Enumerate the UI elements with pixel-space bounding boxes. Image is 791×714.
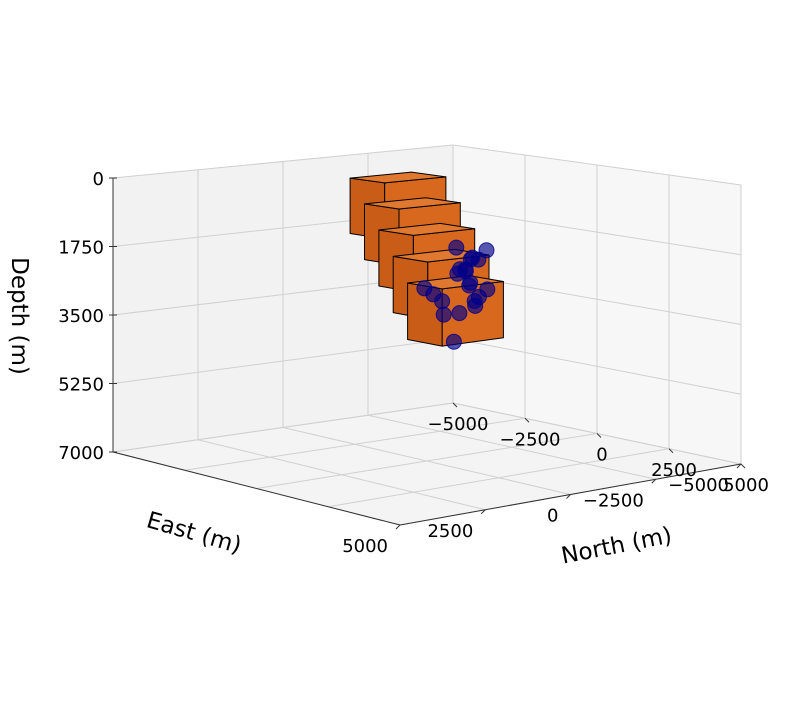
grid-line [112, 338, 454, 384]
axis-tick [651, 478, 657, 484]
x-tick-label: 2500 [427, 521, 473, 542]
grid-line [452, 144, 742, 186]
event-point-5 [445, 333, 462, 350]
axis-tick [736, 463, 742, 469]
axis-tick [524, 417, 530, 423]
y-tick-label: 0 [596, 445, 607, 466]
box-top-face [378, 222, 476, 236]
axis-tick [668, 448, 674, 454]
axis-tick [480, 509, 486, 515]
axis-tick [452, 402, 458, 408]
x-tick-label: 0 [547, 506, 558, 527]
event-point-14 [479, 281, 496, 298]
y-tick-label: −5000 [428, 414, 489, 435]
x-tick-label: −5000 [668, 475, 729, 496]
box-top-face [364, 197, 461, 210]
grid-line [256, 433, 598, 489]
pane-floor [113, 403, 741, 525]
z-tick-label: 1750 [58, 238, 104, 259]
z-tick-label: 3500 [58, 306, 104, 327]
y-tick-label: 2500 [651, 460, 697, 481]
box-top-face [349, 171, 447, 184]
fault-box-5 [407, 275, 504, 347]
y-tick-label: −2500 [500, 429, 561, 450]
y-axis-title: North (m) [559, 523, 674, 570]
z-tick-label: 7000 [58, 443, 104, 464]
grid-line [112, 144, 454, 179]
event-point-8 [448, 239, 465, 256]
x-axis-title: East (m) [144, 507, 245, 559]
x-axis-line [112, 451, 401, 526]
event-points [416, 239, 496, 350]
event-point-3 [434, 293, 451, 310]
grid-line [112, 402, 454, 453]
grid-line [452, 209, 742, 256]
x-tick-label: −2500 [583, 490, 644, 511]
event-point-4 [435, 306, 452, 323]
axis-lines [109, 177, 746, 530]
event-point-21 [464, 249, 481, 266]
grid-line [184, 417, 526, 471]
z-axis-title: Depth (m) [6, 257, 32, 375]
tick-labels: 01750350052507000500025000−2500−50005000… [58, 169, 769, 557]
x-tick-label: 5000 [342, 536, 388, 557]
z-tick-label: 0 [93, 169, 104, 190]
axis-tick [596, 433, 602, 438]
axis-tick [740, 463, 746, 469]
grid-line [452, 338, 742, 395]
axis-tick [395, 524, 401, 530]
event-point-17 [467, 297, 484, 314]
event-point-20 [457, 263, 474, 280]
y-tick-label: 5000 [723, 475, 769, 496]
event-point-6 [451, 305, 468, 322]
axis-tick [566, 494, 571, 499]
grid-line [328, 448, 670, 508]
z-tick-label: 5250 [58, 375, 104, 396]
